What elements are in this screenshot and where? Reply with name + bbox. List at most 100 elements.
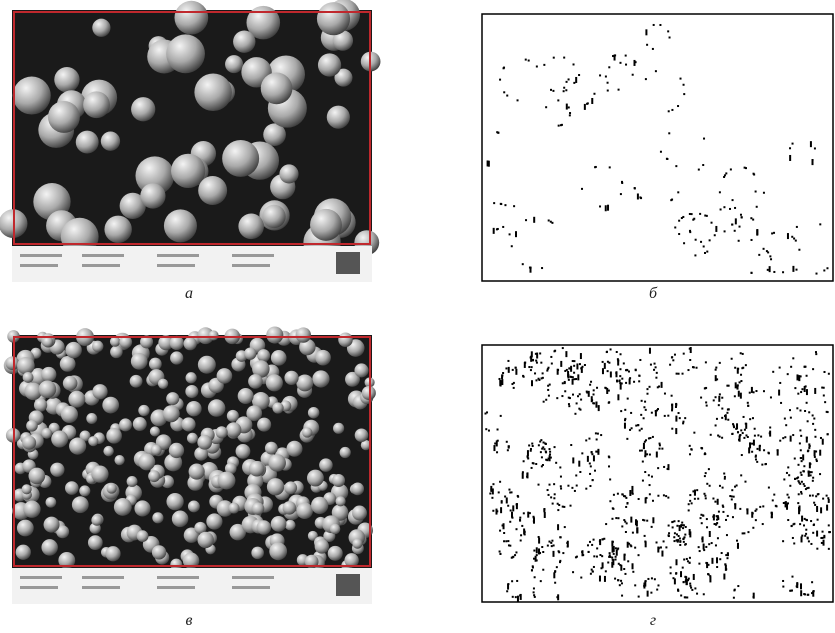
dot bbox=[632, 493, 634, 495]
dot bbox=[769, 255, 771, 257]
dot bbox=[517, 495, 519, 497]
particle bbox=[268, 454, 286, 472]
dot bbox=[649, 454, 651, 456]
dot bbox=[658, 385, 660, 387]
dot bbox=[698, 563, 700, 565]
dot bbox=[504, 496, 506, 498]
dot bbox=[550, 457, 552, 459]
dot bbox=[532, 445, 534, 447]
dot bbox=[744, 481, 746, 483]
dot bbox=[613, 553, 615, 555]
dot bbox=[605, 570, 607, 572]
dot bbox=[642, 480, 644, 482]
dot bbox=[568, 379, 570, 381]
dot bbox=[678, 412, 680, 414]
particle bbox=[265, 442, 278, 455]
dot bbox=[499, 530, 501, 532]
dot bbox=[796, 374, 798, 380]
dot bbox=[799, 505, 801, 511]
dot bbox=[691, 449, 693, 451]
dot bbox=[646, 388, 648, 390]
dot bbox=[683, 242, 685, 244]
dot bbox=[703, 593, 705, 595]
dot bbox=[525, 219, 527, 221]
dot bbox=[572, 571, 574, 573]
dot bbox=[704, 252, 706, 254]
dot bbox=[579, 471, 581, 473]
dot bbox=[743, 437, 745, 439]
dot bbox=[804, 366, 806, 368]
dot bbox=[623, 568, 625, 570]
dot bbox=[801, 481, 803, 483]
dot bbox=[669, 364, 671, 366]
dot bbox=[682, 538, 684, 540]
dot bbox=[808, 540, 810, 542]
dot bbox=[619, 375, 621, 377]
dot bbox=[681, 217, 683, 219]
dot bbox=[607, 370, 609, 372]
dot bbox=[617, 493, 619, 495]
dot bbox=[615, 559, 617, 561]
dot bbox=[763, 390, 765, 392]
dot bbox=[814, 429, 816, 431]
info-text bbox=[82, 576, 124, 579]
dot bbox=[738, 240, 740, 242]
panel-label: а bbox=[185, 285, 193, 302]
dot bbox=[812, 532, 814, 534]
dot bbox=[521, 525, 523, 527]
dot bbox=[726, 534, 728, 536]
dot bbox=[813, 590, 815, 592]
dot bbox=[511, 557, 513, 559]
dot bbox=[530, 450, 532, 452]
dot bbox=[645, 580, 647, 582]
dot bbox=[783, 478, 785, 480]
dot bbox=[823, 387, 825, 389]
dot bbox=[609, 500, 611, 502]
dot bbox=[536, 547, 538, 553]
dot bbox=[553, 350, 555, 352]
dot bbox=[655, 366, 657, 368]
dot bbox=[756, 508, 758, 510]
dot bbox=[572, 457, 574, 463]
dot bbox=[670, 572, 672, 574]
dot bbox=[753, 173, 755, 175]
dot bbox=[678, 520, 680, 522]
dot bbox=[628, 371, 630, 373]
dot bbox=[718, 404, 720, 406]
dot bbox=[723, 574, 725, 580]
dot bbox=[493, 228, 495, 234]
dot bbox=[596, 438, 598, 440]
dot bbox=[526, 473, 528, 475]
dot bbox=[557, 369, 559, 375]
dot bbox=[725, 519, 727, 521]
dot bbox=[625, 497, 627, 499]
dot bbox=[677, 589, 679, 591]
dot bbox=[505, 367, 507, 369]
dot bbox=[507, 360, 509, 362]
dot bbox=[663, 494, 665, 496]
dot bbox=[792, 143, 794, 145]
dot bbox=[558, 551, 560, 553]
dot bbox=[629, 378, 631, 384]
dot bbox=[501, 374, 503, 376]
dot bbox=[527, 450, 529, 456]
particle bbox=[225, 55, 243, 73]
dot bbox=[734, 367, 736, 369]
dot bbox=[807, 537, 809, 539]
dot bbox=[520, 594, 522, 600]
dot bbox=[721, 437, 723, 439]
dot bbox=[524, 362, 526, 364]
particle bbox=[114, 498, 132, 516]
dot bbox=[680, 595, 682, 597]
dot bbox=[616, 550, 618, 556]
dot bbox=[571, 487, 573, 489]
dot bbox=[515, 367, 517, 369]
particle bbox=[217, 368, 233, 384]
dot bbox=[635, 425, 637, 427]
dot bbox=[737, 546, 739, 548]
particle bbox=[271, 516, 287, 532]
dot bbox=[693, 218, 695, 220]
dot bbox=[763, 248, 765, 250]
dot bbox=[500, 415, 502, 417]
dot bbox=[704, 495, 706, 497]
